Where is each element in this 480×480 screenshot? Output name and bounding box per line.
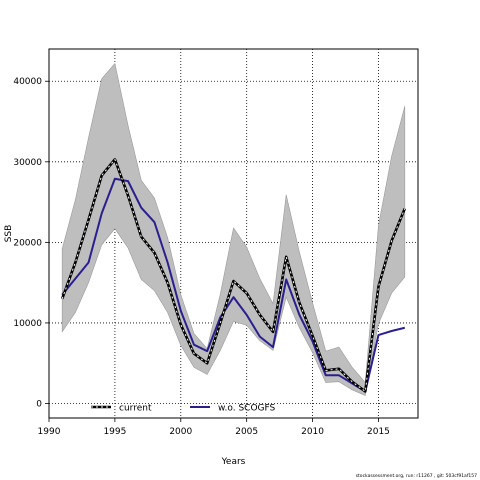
legend-label-wo-scogfs: w.o. SCOGFS <box>218 404 276 414</box>
x-tick-label: 2005 <box>235 427 258 437</box>
x-tick-label: 2015 <box>367 427 390 437</box>
plot-frame <box>48 48 419 419</box>
x-tick-label: 1995 <box>103 427 126 437</box>
confidence-band-area <box>61 62 406 396</box>
x-axis-label: Years <box>221 457 246 467</box>
axes: 1990 1995 2000 2005 2010 2015 0 10000 20000 30000… <box>13 77 390 437</box>
y-tick-label: 0 <box>36 399 42 409</box>
y-axis-label: SSB <box>4 225 14 243</box>
series-lines <box>60 158 407 393</box>
x-tick-label: 2010 <box>301 427 324 437</box>
y-tick-label: 40000 <box>13 77 42 87</box>
confidence-band <box>61 62 406 396</box>
series-line-current-dash <box>61 158 406 393</box>
y-tick-label: 20000 <box>13 238 42 248</box>
series-line-wo-scogfs <box>61 177 406 393</box>
x-tick-label: 1990 <box>38 427 61 437</box>
x-tick-label: 2000 <box>169 427 192 437</box>
legend: current w.o. SCOGFS <box>91 404 276 414</box>
y-tick-label: 30000 <box>13 158 42 168</box>
y-tick-label: 10000 <box>13 319 42 329</box>
legend-label-current: current <box>119 404 152 414</box>
footer-credit: stockassessment.org, run: r11267 , git: … <box>355 474 477 479</box>
